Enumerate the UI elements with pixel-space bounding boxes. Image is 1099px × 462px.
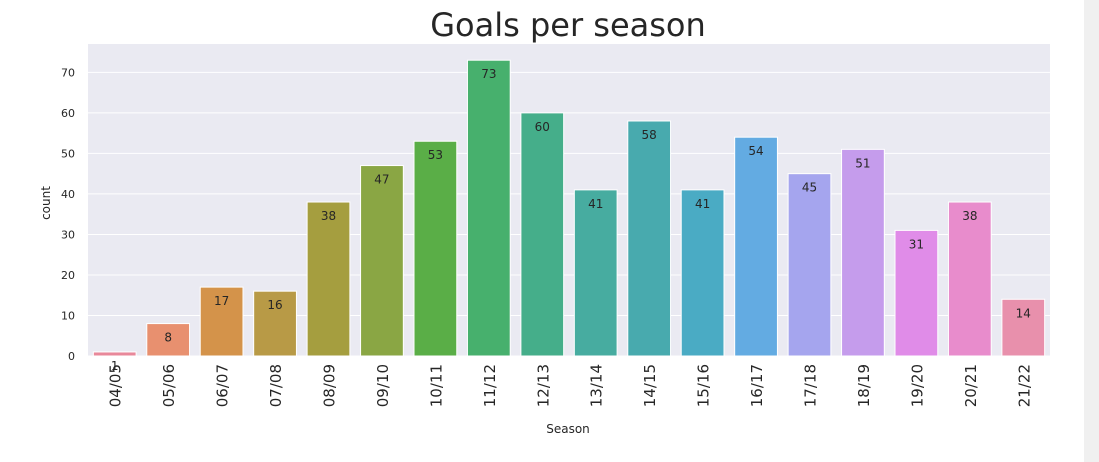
- bar: [787, 173, 832, 357]
- x-tick-label: 08/09: [321, 364, 339, 407]
- x-tick-label: 09/10: [374, 364, 392, 407]
- x-tick-label: 05/06: [160, 364, 178, 407]
- x-tick-label: 13/14: [588, 364, 606, 407]
- bar: [199, 286, 244, 357]
- bar: [520, 112, 565, 357]
- data-label: 54: [748, 144, 763, 158]
- y-tick-label: 40: [61, 188, 75, 201]
- x-axis-label: Season: [546, 422, 590, 436]
- bar: [92, 351, 137, 357]
- bar: [413, 140, 458, 357]
- data-label: 38: [962, 209, 977, 223]
- data-label: 41: [695, 197, 710, 211]
- data-label: 41: [588, 197, 603, 211]
- bar: [841, 148, 885, 357]
- y-tick-label: 50: [61, 147, 75, 160]
- y-axis-ticks: 0 10 20 30 40 50 60 70: [61, 66, 75, 363]
- bar: [680, 189, 725, 357]
- bar: [146, 323, 191, 357]
- bar: [894, 229, 939, 357]
- x-tick-label: 16/17: [748, 364, 766, 407]
- x-tick-label: 11/12: [481, 364, 499, 407]
- bar: [573, 189, 618, 357]
- data-label: 73: [481, 67, 496, 81]
- x-tick-label: 21/22: [1015, 364, 1033, 407]
- x-tick-label: 04/05: [107, 364, 125, 407]
- y-tick-label: 70: [61, 66, 75, 79]
- plot-area: [88, 44, 1050, 356]
- y-axis-label: count: [39, 186, 53, 220]
- y-tick-label: 10: [61, 309, 75, 322]
- data-label: 45: [802, 181, 817, 195]
- data-label: 58: [642, 128, 657, 142]
- x-tick-label: 06/07: [214, 364, 232, 407]
- data-label: 1: [111, 359, 119, 373]
- bar: [734, 136, 778, 357]
- bar: [306, 201, 351, 357]
- data-label: 60: [535, 120, 550, 134]
- x-tick-label: 19/20: [908, 364, 926, 407]
- bar: [466, 59, 511, 357]
- x-tick-label: 07/08: [267, 364, 285, 407]
- x-axis-ticks: 04/05 05/06 06/07 07/08 08/09 09/10 10/11 11/12…: [107, 364, 1034, 407]
- data-label: 38: [321, 209, 336, 223]
- x-tick-label: 20/21: [962, 364, 980, 407]
- x-tick-label: 14/15: [641, 364, 659, 407]
- x-tick-label: 10/11: [427, 364, 445, 407]
- bars: [92, 59, 1046, 357]
- x-tick-label: 18/19: [855, 364, 873, 407]
- y-tick-label: 0: [68, 350, 75, 363]
- scrollbar[interactable]: [1084, 0, 1099, 462]
- data-label: 53: [428, 148, 443, 162]
- bar: [1001, 298, 1046, 357]
- x-tick-label: 12/13: [534, 364, 552, 407]
- data-label: 51: [855, 156, 870, 170]
- y-tick-label: 30: [61, 228, 75, 241]
- data-label: 14: [1016, 306, 1031, 320]
- gridlines: [88, 71, 1050, 357]
- bar: [627, 120, 672, 357]
- data-label: 47: [374, 173, 389, 187]
- x-tick-label: 15/16: [695, 364, 713, 407]
- bar: [253, 290, 297, 357]
- data-label: 8: [164, 331, 172, 345]
- data-label: 31: [909, 237, 924, 251]
- bar: [360, 165, 404, 357]
- chart-title: Goals per season: [430, 6, 706, 44]
- x-tick-label: 17/18: [802, 364, 820, 407]
- data-label: 17: [214, 294, 229, 308]
- y-tick-label: 60: [61, 107, 75, 120]
- y-tick-label: 20: [61, 269, 75, 282]
- data-label: 16: [267, 298, 282, 312]
- bar: [947, 201, 992, 357]
